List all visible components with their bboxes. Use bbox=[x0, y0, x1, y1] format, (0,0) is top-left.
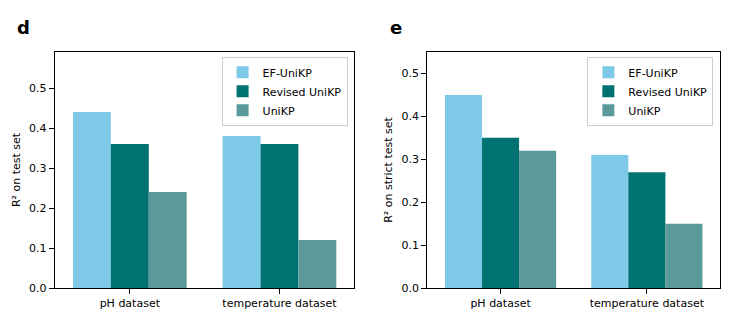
svg-text:0.4: 0.4 bbox=[402, 110, 420, 123]
svg-text:EF-UniKP: EF-UniKP bbox=[263, 67, 313, 80]
svg-text:Revised UniKP: Revised UniKP bbox=[263, 86, 342, 99]
svg-text:0.1: 0.1 bbox=[402, 239, 420, 252]
svg-text:temperature dataset: temperature dataset bbox=[222, 297, 337, 310]
svg-text:pH dataset: pH dataset bbox=[470, 297, 531, 310]
svg-text:0.0: 0.0 bbox=[402, 282, 420, 295]
svg-text:0.2: 0.2 bbox=[402, 196, 420, 209]
svg-text:pH dataset: pH dataset bbox=[100, 297, 161, 310]
svg-text:UniKP: UniKP bbox=[263, 105, 295, 118]
svg-text:temperature dataset: temperature dataset bbox=[590, 297, 705, 310]
svg-text:0.3: 0.3 bbox=[402, 153, 420, 166]
svg-text:0.5: 0.5 bbox=[29, 82, 47, 95]
svg-text:0.3: 0.3 bbox=[29, 162, 47, 175]
svg-text:0.2: 0.2 bbox=[29, 202, 47, 215]
svg-text:R² on strict test set: R² on strict test set bbox=[382, 116, 395, 222]
svg-text:EF-UniKP: EF-UniKP bbox=[628, 67, 678, 80]
svg-text:UniKP: UniKP bbox=[628, 105, 660, 118]
svg-text:0.5: 0.5 bbox=[402, 67, 420, 80]
svg-text:0.0: 0.0 bbox=[29, 282, 47, 295]
svg-text:0.1: 0.1 bbox=[29, 242, 47, 255]
svg-text:Revised UniKP: Revised UniKP bbox=[628, 86, 707, 99]
svg-text:d: d bbox=[17, 17, 30, 38]
svg-text:e: e bbox=[390, 17, 402, 38]
svg-text:0.4: 0.4 bbox=[29, 122, 47, 135]
svg-text:R² on test set: R² on test set bbox=[10, 132, 23, 207]
